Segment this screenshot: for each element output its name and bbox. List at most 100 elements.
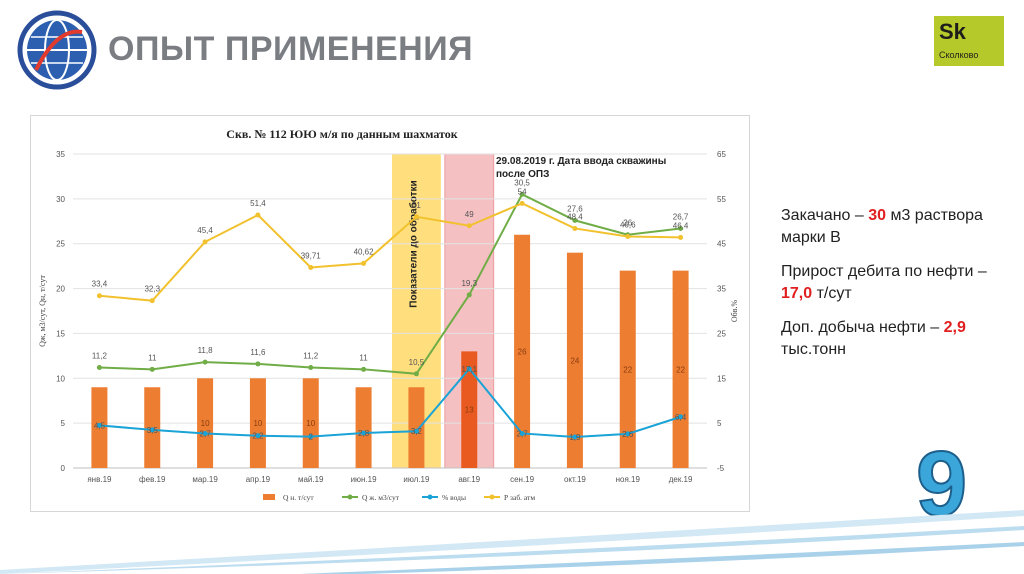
point-label-water: 2,7 [517,429,529,438]
point-label-liquid: 11,2 [303,352,319,361]
production-chart: Скв. № 112 ЮЮ м/я по данным шахматокПока… [38,127,739,502]
point-pressure [361,260,367,266]
point-label-pressure: 49 [465,210,474,219]
point-water [519,430,525,436]
company-globe-logo [17,10,97,90]
x-tick-label: ноя.19 [616,475,641,484]
point-label-liquid: 11 [148,353,157,362]
point-pressure [308,264,314,270]
bar-value-label: 10 [306,419,315,428]
point-liquid [572,217,578,223]
y-tick-label: 15 [56,329,65,338]
point-label-pressure: 51 [412,201,421,210]
point-liquid [202,359,208,365]
series-line-liquid [99,193,681,375]
y2-axis-label: Обв.% [730,300,739,323]
point-label-water: 2,8 [358,429,370,438]
point-water [678,414,684,420]
point-label-water: 3,2 [411,427,423,436]
y-tick-label: 0 [61,464,66,473]
point-label-water: 17,1 [461,365,477,374]
point-water [361,430,367,436]
point-pressure [96,293,102,299]
point-liquid [96,365,102,371]
bar-oil [302,378,319,468]
y-tick-label: 35 [56,150,65,159]
y2-tick-label: -5 [717,464,725,473]
notes-panel: Закачано – 30 м3 раствора марки В Прирос… [781,205,1011,373]
point-label-pressure: 48,4 [567,212,583,221]
x-tick-label: авг.19 [458,475,480,484]
point-liquid [361,366,367,372]
point-label-pressure: 46,6 [620,221,636,230]
legend-label: Р заб. атм [504,493,535,502]
point-label-liquid: 27,6 [567,204,583,213]
bar-value-label: 22 [676,365,685,374]
skolkovo-name: Сколково [939,50,979,60]
legend-label: % воды [442,493,466,502]
point-liquid [519,191,525,197]
skolkovo-logo: Sk Сколково [934,16,1004,66]
bar-oil [619,270,636,468]
bar-value-label: 22 [623,365,632,374]
legend-swatch-dot [489,494,495,500]
point-pressure [519,200,525,206]
point-water [149,427,155,433]
bar-oil [249,378,266,468]
x-tick-label: фев.19 [139,475,166,484]
y2-tick-label: 25 [717,329,726,338]
bar-oil [197,378,214,468]
point-liquid [466,292,472,298]
point-water [255,433,261,439]
point-label-water: 2 [309,433,314,442]
point-label-pressure: 39,71 [301,251,322,260]
point-pressure [466,223,472,229]
point-label-water: 4,5 [94,421,106,430]
chart-title: Скв. № 112 ЮЮ м/я по данным шахматок [226,127,457,141]
point-label-water: 6,4 [675,413,687,422]
x-tick-label: апр.19 [246,475,271,484]
y2-tick-label: 5 [717,419,722,428]
y-tick-label: 10 [56,374,65,383]
point-label-water: 2,6 [622,430,634,439]
bar-oil [514,234,531,468]
x-tick-label: дек.19 [669,475,693,484]
point-label-pressure: 32,3 [144,285,160,294]
y2-tick-label: 55 [717,195,726,204]
x-tick-label: июн.19 [351,475,378,484]
point-label-pressure: 45,4 [197,226,213,235]
point-label-liquid: 30,5 [514,178,530,187]
point-water [466,366,472,372]
y-tick-label: 5 [61,419,66,428]
point-label-water: 2,7 [200,429,212,438]
legend-swatch-dot [347,494,353,500]
legend-swatch-oil [263,494,275,500]
note-injected-volume: Закачано – 30 м3 раствора марки В [781,207,983,246]
point-label-pressure: 54 [518,187,527,196]
point-liquid [413,371,419,377]
point-label-liquid: 26 [623,219,632,228]
point-pressure [625,234,631,240]
x-tick-label: окт.19 [564,475,586,484]
point-label-liquid: 26,7 [673,212,689,221]
chart-frame: Скв. № 112 ЮЮ м/я по данным шахматок Пока… [30,115,750,512]
point-label-water: 2,2 [252,432,264,441]
y-tick-label: 20 [56,285,65,294]
point-water [96,422,102,428]
bar-value-label: 10 [253,419,262,428]
legend-label: Q н. т/сут [283,493,314,502]
annotation-line2: после ОПЗ [496,169,549,180]
slide-title: ОПЫТ ПРИМЕНЕНИЯ [108,30,474,68]
y-tick-label: 25 [56,240,65,249]
bar-oil [461,351,478,468]
point-liquid [308,365,314,371]
point-water [413,428,419,434]
point-water [308,434,314,440]
point-label-liquid: 10,5 [409,358,425,367]
point-label-liquid: 11,6 [250,348,266,357]
series-line-pressure [99,202,681,302]
point-pressure [202,239,208,245]
point-pressure [149,298,155,304]
note-extra-oil-production: Доп. добыча нефти – 2,9 тыс.тонн [781,319,966,358]
point-label-liquid: 11 [359,353,368,362]
